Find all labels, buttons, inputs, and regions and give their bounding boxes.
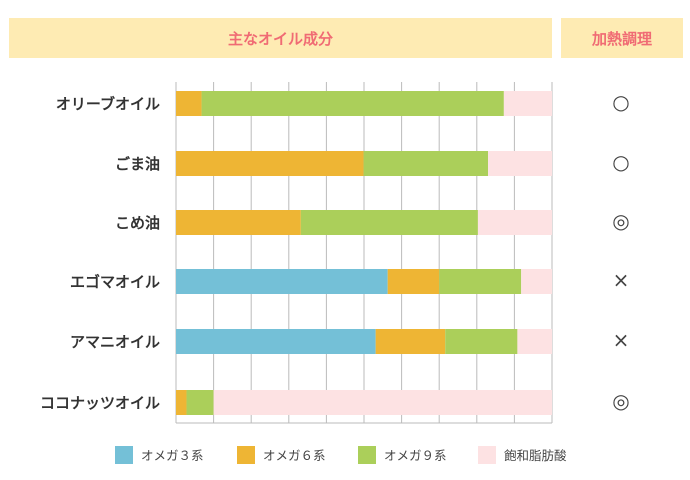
cooking-suitability-mark: ○ [612, 150, 630, 174]
bar-segment [176, 151, 364, 176]
legend-label: オメガ６系 [263, 448, 326, 463]
legend-item: 飽和脂肪酸 [478, 445, 567, 464]
legend-item: オメガ６系 [237, 445, 326, 464]
legend-swatch [237, 445, 255, 464]
bar-segment [213, 390, 552, 415]
bar-segment [521, 269, 552, 294]
main-components-header: 主なオイル成分 [9, 18, 552, 58]
bar-segment [488, 151, 552, 176]
cooking-suitability-mark: × [612, 268, 630, 292]
cooking-header: 加熱調理 [561, 18, 683, 58]
cooking-suitability-mark: × [612, 328, 630, 352]
category-label: アマニオイル [69, 333, 160, 351]
bar-segment [517, 329, 552, 354]
cooking-suitability-mark: ◎ [612, 209, 630, 233]
cooking-suitability-mark: ○ [612, 90, 630, 114]
category-label: こめ油 [114, 214, 160, 232]
bar-segment [363, 151, 489, 176]
legend-swatch [115, 445, 133, 464]
bar-segment [375, 329, 446, 354]
bar-segment [186, 390, 214, 415]
legend-label: 飽和脂肪酸 [504, 448, 567, 463]
bar-segment [503, 91, 552, 116]
bar-segment [176, 269, 388, 294]
bar-segment [439, 269, 522, 294]
bar-segment [445, 329, 518, 354]
bar-segment [176, 390, 187, 415]
legend-item: オメガ９系 [358, 445, 447, 464]
category-label: ごま油 [114, 155, 160, 173]
bar-segment [477, 210, 552, 235]
legend-swatch [478, 445, 496, 464]
category-label: エゴマオイル [69, 273, 160, 291]
category-label: オリーブオイル [55, 95, 160, 113]
cooking-suitability-mark: ◎ [612, 389, 630, 413]
legend-label: オメガ３系 [141, 448, 204, 463]
bar-segment [201, 91, 504, 116]
bar-segment [300, 210, 478, 235]
bar-segment [176, 91, 202, 116]
legend-swatch [358, 445, 376, 464]
bar-segment [176, 210, 301, 235]
bar-segment [387, 269, 440, 294]
legend-label: オメガ９系 [384, 448, 447, 463]
bar-segment [176, 329, 376, 354]
category-label: ココナッツオイル [39, 394, 160, 412]
legend-item: オメガ３系 [115, 445, 204, 464]
